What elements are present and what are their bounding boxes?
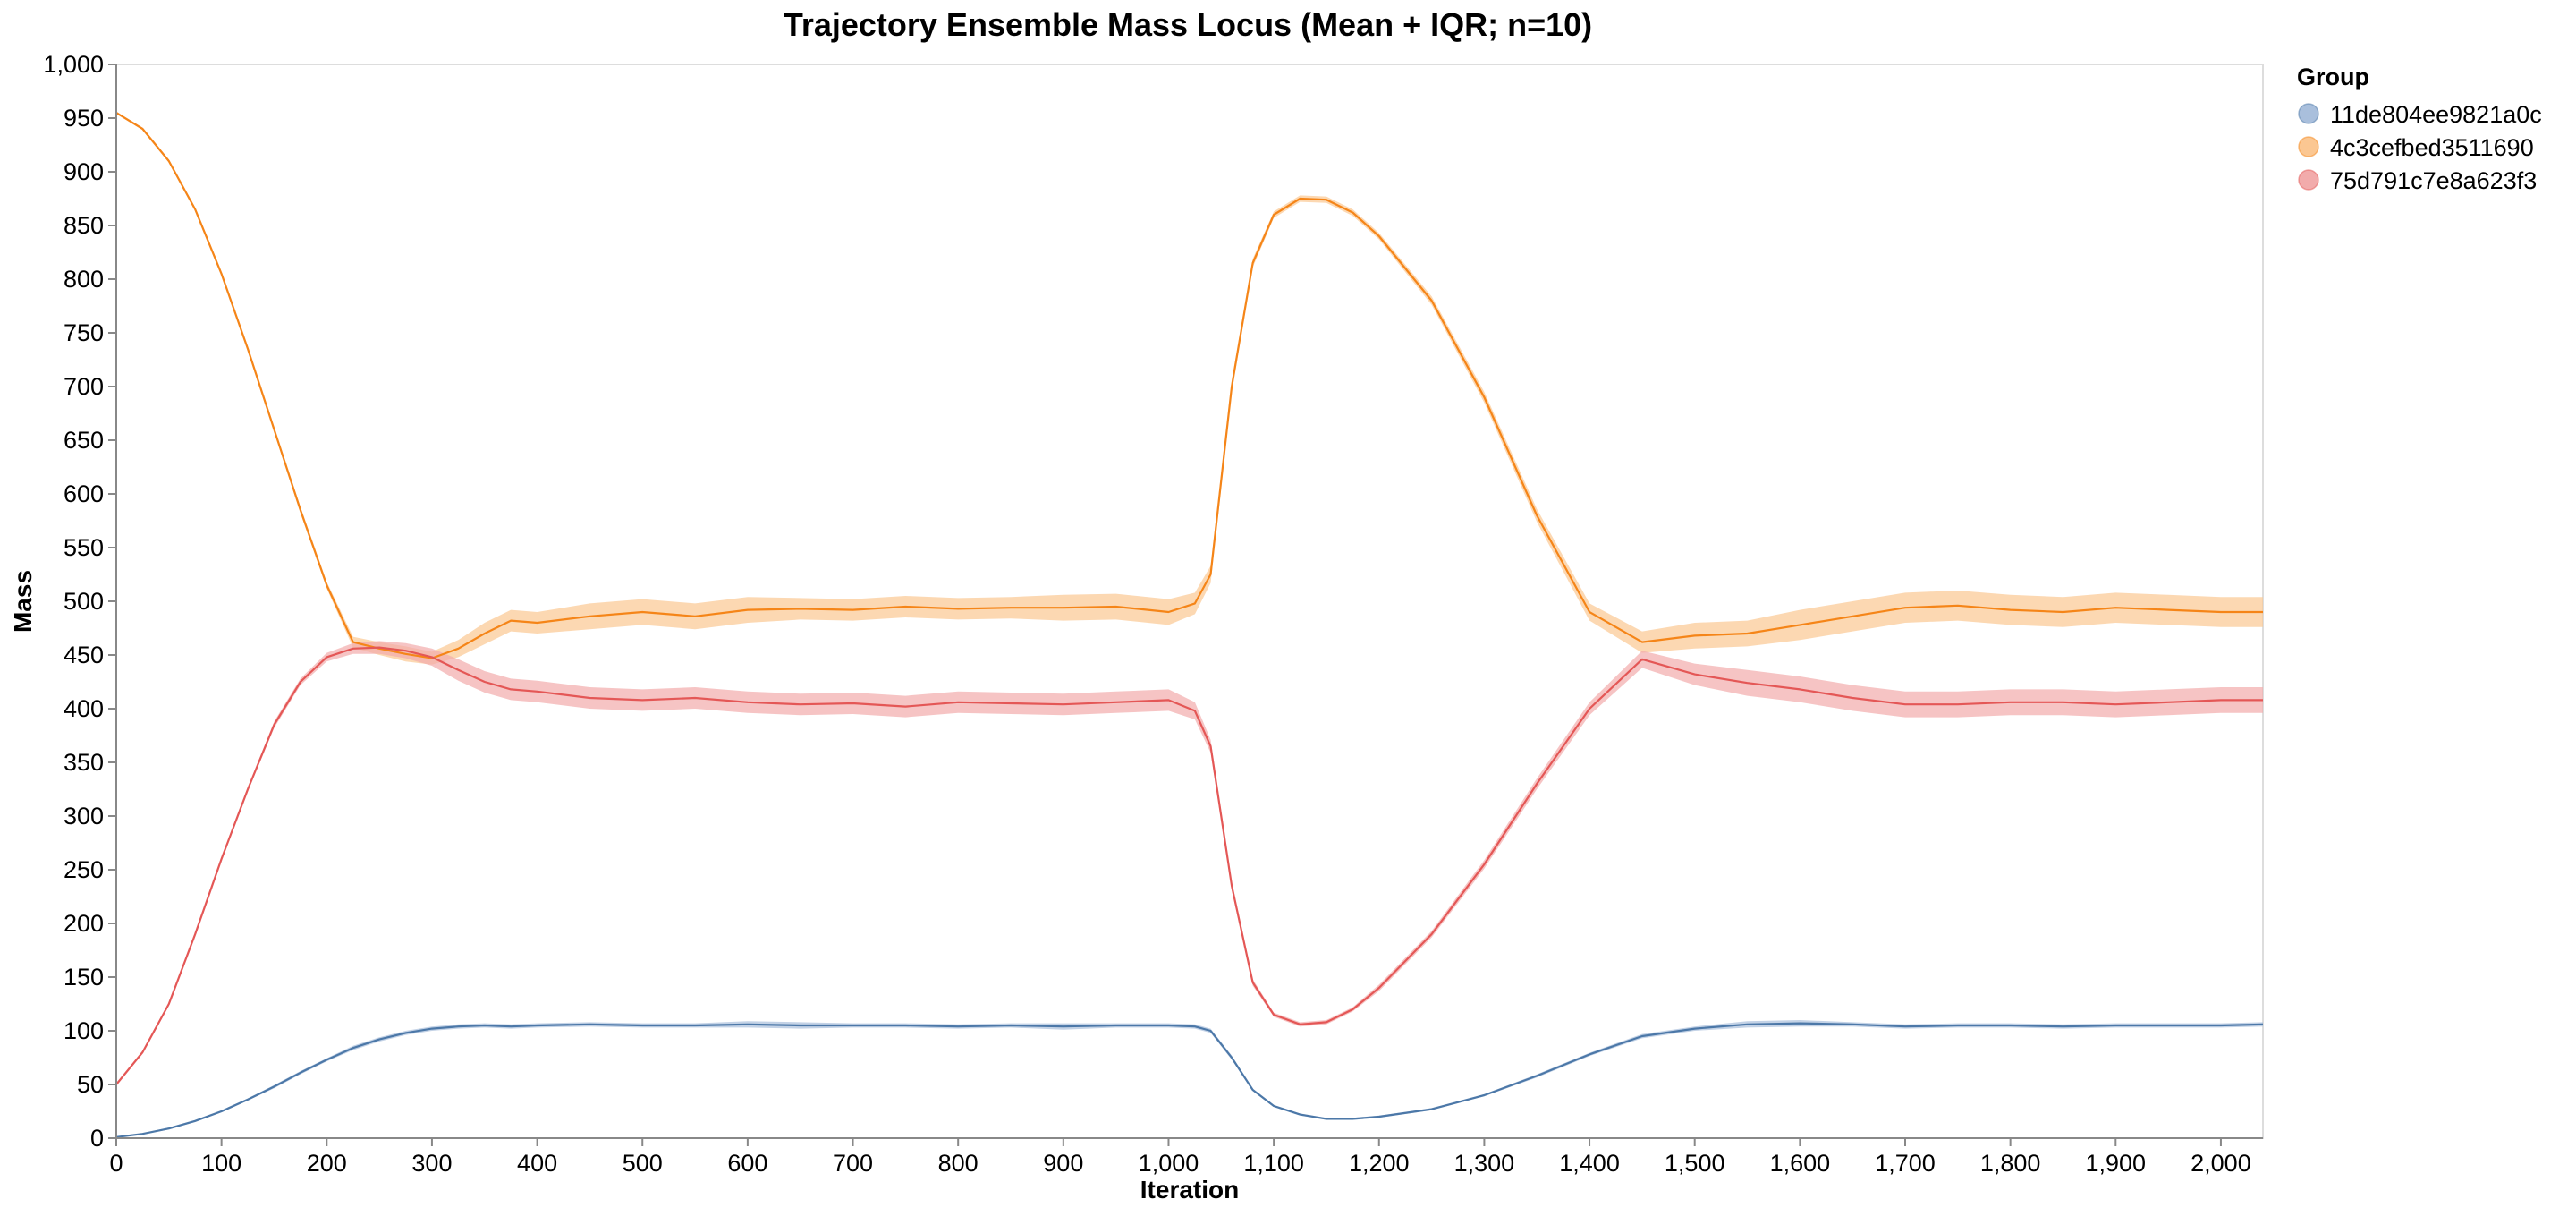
mean-line-75d791c7e8a623f3 — [115, 646, 2263, 1085]
x-tick-label: 600 — [727, 1150, 767, 1177]
legend: Group 11de804ee9821a0c 4c3cefbed3511690 75… — [2297, 64, 2542, 194]
iqr-bands — [116, 111, 2263, 1138]
x-tick-label: 300 — [411, 1150, 452, 1177]
legend-title: Group — [2297, 64, 2369, 90]
x-tick-label: 1,000 — [1139, 1150, 1199, 1177]
y-tick-label: 50 — [77, 1071, 104, 1098]
y-tick-label: 650 — [64, 427, 104, 454]
x-tick-label: 1,400 — [1559, 1150, 1620, 1177]
y-tick-label: 800 — [64, 266, 104, 293]
y-tick-label: 450 — [64, 642, 104, 668]
x-tick-label: 700 — [833, 1150, 873, 1177]
y-tick-label: 300 — [64, 803, 104, 829]
x-tick-label: 100 — [201, 1150, 242, 1177]
x-axis-ticks: 0 100 200 300 400 500 600 700 800 900 1,000 1,100 1,… — [109, 1138, 2251, 1177]
legend-swatch-75d791c7e8a623f3 — [2298, 169, 2319, 191]
y-tick-label: 400 — [64, 695, 104, 722]
x-tick-label: 1,200 — [1349, 1150, 1410, 1177]
y-tick-label: 1,000 — [43, 51, 104, 78]
mean-line-4c3cefbed3511690 — [115, 112, 2263, 659]
legend-label: 11de804ee9821a0c — [2330, 101, 2542, 128]
x-tick-label: 200 — [307, 1150, 347, 1177]
legend-swatch-4c3cefbed3511690 — [2298, 136, 2319, 157]
x-tick-label: 1,900 — [2086, 1150, 2147, 1177]
legend-label: 75d791c7e8a623f3 — [2330, 167, 2537, 194]
x-tick-label: 0 — [109, 1150, 123, 1177]
y-axis-ticks: 0 50 100 150 200 250 300 350 400 450 500 550 600 650 7… — [43, 51, 116, 1152]
iqr-band-4c3cefbed3511690 — [116, 111, 2263, 665]
x-tick-label: 800 — [938, 1150, 979, 1177]
x-tick-label: 1,800 — [1980, 1150, 2041, 1177]
y-tick-label: 700 — [64, 373, 104, 400]
chart-title: Trajectory Ensemble Mass Locus (Mean + I… — [784, 6, 1592, 43]
mean-line-11de804ee9821a0c — [115, 1022, 2264, 1138]
x-tick-label: 400 — [517, 1150, 557, 1177]
y-tick-label: 250 — [64, 856, 104, 883]
legend-swatch-11de804ee9821a0c — [2298, 103, 2319, 124]
y-axis-label: Mass — [9, 570, 37, 633]
y-tick-label: 350 — [64, 749, 104, 776]
y-tick-label: 500 — [64, 588, 104, 615]
y-tick-label: 950 — [64, 105, 104, 132]
x-tick-label: 1,600 — [1770, 1150, 1831, 1177]
legend-items: 11de804ee9821a0c 4c3cefbed3511690 75d791c7… — [2298, 101, 2542, 194]
mean-lines — [115, 112, 2264, 1138]
x-axis-label: Iteration — [1140, 1176, 1239, 1203]
y-tick-label: 900 — [64, 158, 104, 185]
x-tick-label: 1,500 — [1665, 1150, 1725, 1177]
x-tick-label: 500 — [623, 1150, 663, 1177]
x-tick-label: 1,300 — [1454, 1150, 1515, 1177]
x-tick-label: 1,100 — [1243, 1150, 1304, 1177]
y-tick-label: 550 — [64, 534, 104, 561]
y-tick-label: 850 — [64, 212, 104, 239]
x-tick-label: 2,000 — [2190, 1150, 2251, 1177]
y-tick-label: 600 — [64, 480, 104, 507]
y-tick-label: 0 — [90, 1125, 104, 1152]
y-tick-label: 100 — [64, 1017, 104, 1044]
iqr-band-11de804ee9821a0c — [116, 1020, 2263, 1138]
legend-label: 4c3cefbed3511690 — [2330, 134, 2534, 161]
x-tick-label: 900 — [1043, 1150, 1083, 1177]
y-tick-label: 750 — [64, 319, 104, 346]
y-tick-label: 150 — [64, 964, 104, 991]
y-tick-label: 200 — [64, 910, 104, 937]
x-tick-label: 1,700 — [1875, 1150, 1936, 1177]
